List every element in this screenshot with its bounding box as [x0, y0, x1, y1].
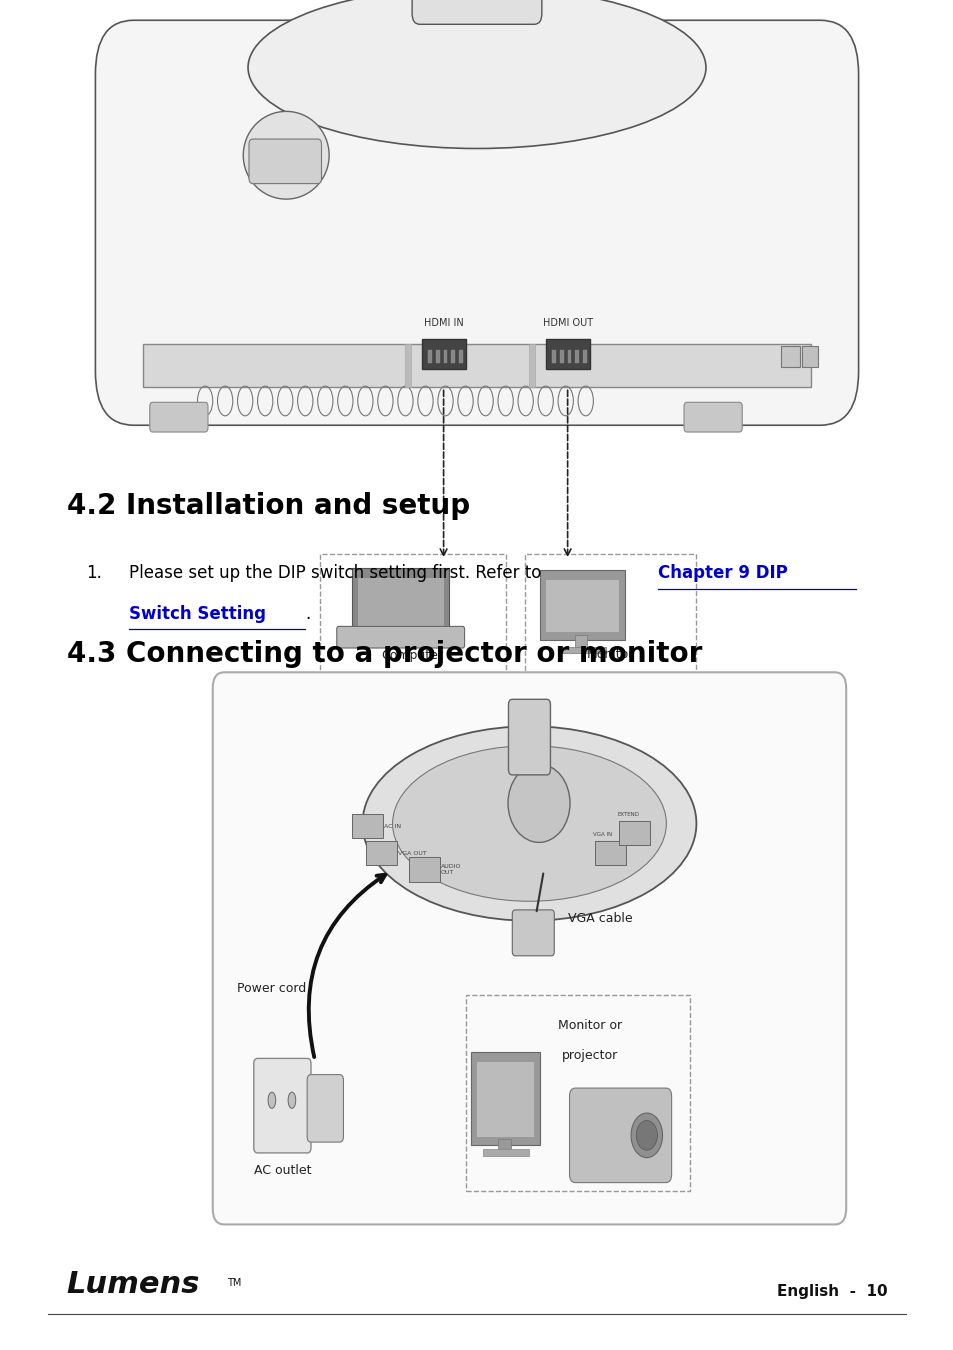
FancyBboxPatch shape: [595, 841, 625, 865]
Ellipse shape: [243, 112, 329, 200]
FancyBboxPatch shape: [421, 339, 465, 369]
FancyBboxPatch shape: [95, 20, 858, 425]
Bar: [558, 647, 605, 653]
Bar: [482, 1149, 528, 1156]
Text: English  -  10: English - 10: [776, 1284, 886, 1299]
FancyBboxPatch shape: [539, 570, 624, 640]
Text: Computer: Computer: [381, 648, 443, 662]
Ellipse shape: [268, 1092, 275, 1108]
Bar: [575, 350, 578, 363]
FancyBboxPatch shape: [781, 346, 800, 367]
FancyBboxPatch shape: [545, 339, 589, 369]
Bar: [443, 350, 447, 363]
FancyBboxPatch shape: [253, 1058, 311, 1153]
Text: Switch Setting: Switch Setting: [129, 605, 266, 622]
FancyBboxPatch shape: [471, 1052, 539, 1145]
Text: VGA cable: VGA cable: [567, 911, 632, 925]
Bar: [559, 350, 563, 363]
Text: .: .: [305, 605, 311, 622]
FancyBboxPatch shape: [213, 672, 845, 1224]
Text: AC outlet: AC outlet: [253, 1164, 311, 1177]
Bar: [405, 344, 411, 387]
FancyBboxPatch shape: [476, 1062, 534, 1137]
Text: AC IN: AC IN: [383, 824, 400, 829]
Ellipse shape: [248, 0, 705, 148]
FancyBboxPatch shape: [366, 841, 396, 865]
FancyBboxPatch shape: [508, 699, 550, 775]
Ellipse shape: [393, 745, 666, 902]
Text: AUDIO
OUT: AUDIO OUT: [440, 864, 460, 875]
FancyBboxPatch shape: [512, 910, 554, 956]
FancyBboxPatch shape: [352, 568, 449, 636]
Ellipse shape: [288, 1092, 295, 1108]
Bar: [451, 350, 455, 363]
Bar: [458, 350, 462, 363]
Bar: [529, 344, 535, 387]
Ellipse shape: [631, 1112, 661, 1158]
Text: 4.3 Connecting to a projector or monitor: 4.3 Connecting to a projector or monitor: [67, 640, 701, 668]
Text: Please set up the DIP switch setting first. Refer to: Please set up the DIP switch setting fir…: [129, 564, 546, 582]
FancyBboxPatch shape: [307, 1075, 343, 1142]
FancyBboxPatch shape: [249, 139, 321, 184]
Text: EXTEND: EXTEND: [617, 811, 639, 817]
Text: Monitor or: Monitor or: [557, 1019, 621, 1033]
Text: HDMI OUT: HDMI OUT: [542, 319, 592, 328]
FancyBboxPatch shape: [545, 580, 618, 632]
FancyBboxPatch shape: [618, 821, 649, 845]
FancyBboxPatch shape: [412, 0, 541, 24]
FancyBboxPatch shape: [336, 626, 464, 648]
Bar: [497, 1139, 511, 1150]
Text: HDMI IN: HDMI IN: [423, 319, 463, 328]
Bar: [575, 634, 586, 648]
FancyBboxPatch shape: [569, 1088, 671, 1183]
Bar: [436, 350, 439, 363]
Text: 4.2 Installation and setup: 4.2 Installation and setup: [67, 491, 470, 520]
Bar: [428, 350, 432, 363]
FancyBboxPatch shape: [150, 402, 208, 432]
Text: VGA IN: VGA IN: [593, 832, 612, 837]
Bar: [582, 350, 586, 363]
Text: 1.: 1.: [86, 564, 102, 582]
FancyBboxPatch shape: [801, 346, 817, 367]
Text: Chapter 9 DIP: Chapter 9 DIP: [658, 564, 787, 582]
Text: Lumens: Lumens: [67, 1270, 200, 1299]
Text: Monitor: Monitor: [586, 648, 634, 662]
Ellipse shape: [636, 1120, 657, 1150]
Text: Power cord: Power cord: [236, 981, 306, 995]
Ellipse shape: [507, 764, 570, 842]
FancyBboxPatch shape: [143, 344, 810, 387]
Bar: [567, 350, 571, 363]
FancyBboxPatch shape: [409, 857, 439, 882]
Bar: [552, 350, 556, 363]
FancyBboxPatch shape: [352, 814, 382, 838]
Text: projector: projector: [561, 1049, 617, 1062]
Text: VGA OUT: VGA OUT: [397, 850, 426, 856]
FancyBboxPatch shape: [683, 402, 741, 432]
Ellipse shape: [362, 726, 696, 921]
Text: TM: TM: [227, 1278, 241, 1288]
FancyBboxPatch shape: [357, 578, 443, 629]
